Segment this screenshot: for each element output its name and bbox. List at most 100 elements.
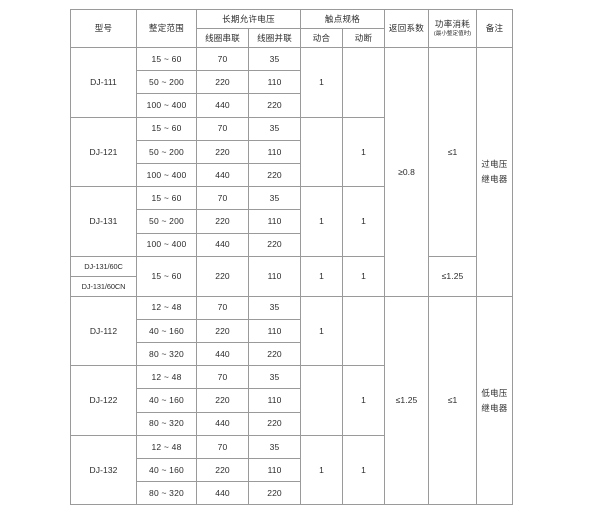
cell-coil-parallel: 110 [248,70,301,95]
cell-setting-range: 40 ~ 160 [136,388,197,413]
cell-contact-close: 1 [300,47,343,118]
cell-setting-range: 50 ~ 200 [136,70,197,95]
header-setting-range: 整定范围 [136,9,197,48]
cell-return-coefficient: ≤1.25 [384,295,430,505]
cell-coil-series: 70 [196,434,249,460]
cell-coil-series: 220 [196,388,249,413]
table-row: DJ-111 15 ~ 60 70 35 1 ≥0.8 ≤1 过电压 继电器 [70,46,514,297]
cell-power-consumption: ≤1 [428,295,478,505]
cell-coil-series: 220 [196,209,249,234]
header-model: 型号 [70,9,137,48]
cell-model: DJ-112 [70,295,137,367]
cell-setting-range: 100 ~ 400 [136,93,197,118]
header-return-coefficient: 返回系数 [384,9,430,48]
table-row: 50 ~ 200 220 110 [71,70,513,95]
cell-remark-line: 过电压 [481,159,508,170]
cell-contact-close [300,116,343,188]
cell-model-variant: DJ-131/60C [71,257,136,277]
header-power-consumption: 功率消耗 (最小整定值时) [428,9,478,48]
cell-coil-series: 70 [196,116,249,141]
cell-coil-parallel: 35 [248,46,301,72]
table-row: 50 ~ 200 220 110 [71,209,513,234]
cell-contact-close: 1 [300,186,343,257]
cell-contact-close: 1 [300,255,343,297]
cell-coil-parallel: 220 [248,411,301,436]
cell-coil-parallel: 220 [248,232,301,257]
cell-model: DJ-111 [70,47,137,118]
cell-coil-series: 440 [196,232,249,257]
cell-contact-close [300,365,343,436]
header-remark: 备注 [476,9,514,48]
table-row: 80 ~ 320 440 220 [71,342,513,367]
cell-setting-range: 100 ~ 400 [136,162,197,188]
header-coil-series: 线圈串联 [196,28,249,48]
header-contact-open: 动断 [341,28,386,48]
cell-coil-series: 70 [196,46,249,72]
cell-coil-series: 440 [196,162,249,188]
table-header: 型号 整定范围 长期允许电压 触点规格 返回系数 功率消耗 (最小整定值时) 备… [70,9,514,48]
table-row: DJ-131 15 ~ 60 70 35 1 1 [70,186,513,257]
cell-remark: 过电压 继电器 [476,47,514,297]
cell-coil-parallel: 110 [248,255,301,297]
cell-model: DJ-131 [70,186,137,257]
cell-setting-range: 15 ~ 60 [136,46,197,72]
cell-model: DJ-122 [70,365,137,436]
cell-remark: 低电压 继电器 [476,295,514,505]
cell-coil-series: 440 [196,93,249,118]
cell-coil-parallel: 220 [248,162,301,188]
cell-contact-open: 1 [341,434,386,505]
cell-setting-range: 80 ~ 320 [136,481,197,505]
cell-coil-parallel: 110 [248,457,301,483]
cell-model: DJ-131/60C DJ-131/60CN [70,255,137,297]
cell-setting-range: 80 ~ 320 [136,411,197,436]
table-row: DJ-131/60C DJ-131/60CN 15 ~ 60 220 110 1 1 ≤1.2… [70,255,513,297]
cell-model: DJ-121 [70,116,137,188]
cell-contact-close: 1 [300,434,343,505]
header-contact-close: 动合 [300,28,343,48]
cell-setting-range: 12 ~ 48 [136,295,197,320]
cell-coil-parallel: 35 [248,365,301,390]
cell-coil-parallel: 35 [248,186,301,211]
cell-setting-range: 15 ~ 60 [136,186,197,211]
table-row: 100 ~ 400 440 220 [71,162,513,188]
cell-remark-line: 低电压 [481,387,508,398]
cell-remark-line: 继电器 [481,402,508,413]
cell-coil-parallel: 220 [248,342,301,367]
cell-setting-range: 12 ~ 48 [136,434,197,460]
cell-setting-range: 50 ~ 200 [136,139,197,164]
cell-setting-range: 50 ~ 200 [136,209,197,234]
cell-setting-range: 15 ~ 60 [136,255,197,297]
cell-contact-close: 1 [300,295,343,367]
spec-sheet: 型号 整定范围 长期允许电压 触点规格 返回系数 功率消耗 (最小整定值时) 备… [70,9,514,505]
cell-coil-series: 220 [196,457,249,483]
cell-model-variant: DJ-131/60CN [81,281,126,291]
cell-contact-open: 1 [341,255,386,297]
cell-coil-series: 440 [196,481,249,505]
cell-coil-series: 440 [196,342,249,367]
cell-model: DJ-132 [70,434,137,505]
cell-coil-parallel: 110 [248,209,301,234]
cell-coil-series: 220 [196,139,249,164]
cell-setting-range: 12 ~ 48 [136,365,197,390]
cell-power-consumption: ≤1 [428,47,478,257]
header-row-secondary: 线圈串联 线圈并联 动合 动断 [71,28,513,48]
table-row: 100 ~ 400 440 220 [71,232,513,257]
cell-coil-parallel: 110 [248,388,301,413]
cell-coil-parallel: 220 [248,481,301,505]
header-coil-parallel: 线圈并联 [248,28,301,48]
cell-coil-series: 220 [196,255,249,297]
cell-contact-open: 1 [341,116,386,188]
cell-coil-series: 70 [196,186,249,211]
cell-contact-open [341,47,386,118]
header-row-primary: 型号 整定范围 长期允许电压 触点规格 返回系数 功率消耗 (最小整定值时) 备… [70,9,514,48]
cell-coil-series: 220 [196,70,249,95]
cell-power-consumption: ≤1.25 [428,255,478,297]
cell-coil-parallel: 35 [248,434,301,460]
cell-setting-range: 40 ~ 160 [136,318,197,344]
table-row: 100 ~ 400 440 220 [71,93,513,118]
cell-setting-range: 40 ~ 160 [136,457,197,483]
header-power-consumption-note: (最小整定值时) [433,30,472,37]
cell-setting-range: 80 ~ 320 [136,342,197,367]
header-long-term-voltage: 长期允许电压 [196,9,301,29]
cell-contact-open: 1 [341,365,386,436]
